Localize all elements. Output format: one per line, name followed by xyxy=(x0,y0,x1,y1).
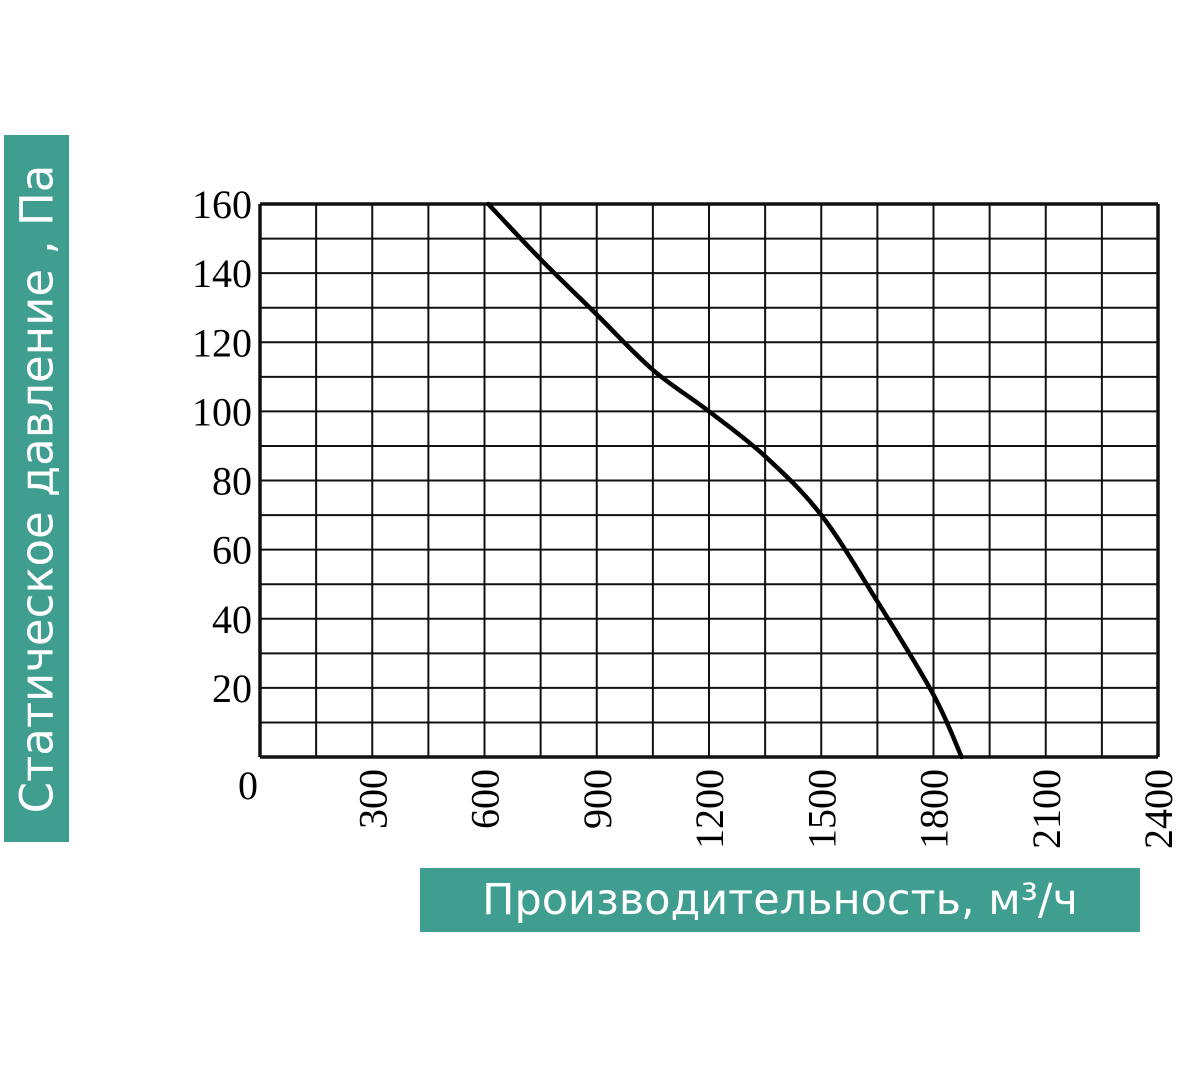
x-tick-label: 1800 xyxy=(912,769,957,849)
x-tick-label: 0 xyxy=(238,763,258,808)
grid xyxy=(258,202,1160,759)
x-tick-label: 900 xyxy=(575,769,620,829)
y-tick-label: 40 xyxy=(212,597,252,642)
x-tick-label: 2100 xyxy=(1024,769,1069,849)
y-tick-label: 120 xyxy=(192,320,252,365)
y-tick-label: 140 xyxy=(192,251,252,296)
y-tick-label: 80 xyxy=(212,459,252,504)
y-tick-label: 160 xyxy=(192,182,252,227)
x-tick-label: 1200 xyxy=(687,769,732,849)
y-tick-label: 60 xyxy=(212,528,252,573)
tick-labels: 20 40 60 80 100 120 140 160 0 300 600 900 1200 1500 18… xyxy=(192,182,1181,849)
y-axis-label: Статическое давление , Па xyxy=(4,135,69,842)
x-tick-label: 2400 xyxy=(1136,769,1181,849)
x-axis-label: Производительность, м³/ч xyxy=(420,868,1140,932)
x-tick-label: 1500 xyxy=(799,769,844,849)
y-tick-label: 100 xyxy=(192,389,252,434)
y-axis-label-text: Статическое давление , Па xyxy=(10,164,63,813)
y-tick-label: 20 xyxy=(212,666,252,711)
x-tick-label: 300 xyxy=(350,769,395,829)
series xyxy=(485,201,964,760)
performance-curve xyxy=(485,201,964,760)
x-tick-label: 600 xyxy=(463,769,508,829)
